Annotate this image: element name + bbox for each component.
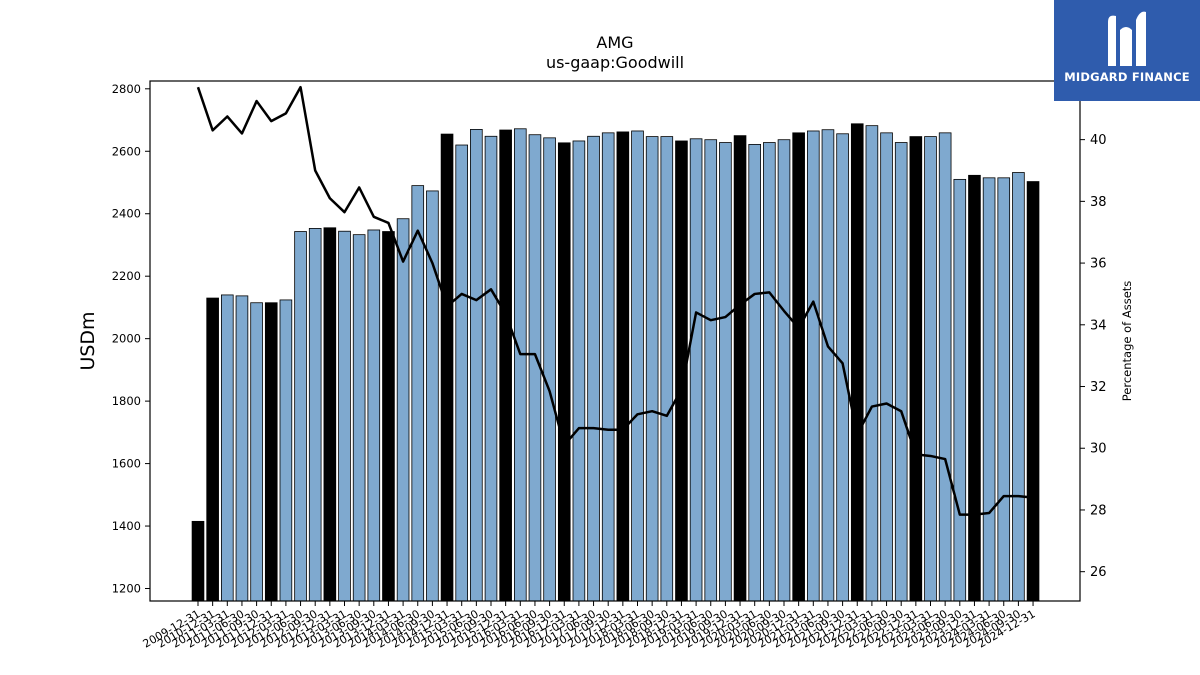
- bar-2022-03-31: [865, 125, 879, 602]
- bar-2023-03-31: [924, 136, 937, 602]
- y-tick-label: 2200: [112, 269, 141, 283]
- y-tick-label: 1200: [112, 582, 141, 596]
- right-axis-ticks: 26 28 30 32 34 36 38 40: [1080, 133, 1107, 580]
- bar-2014-03-31: [396, 218, 410, 602]
- bar-2015-03-31: [455, 144, 468, 602]
- bar-2017-06-30: [587, 135, 600, 602]
- bar-2024-03-31: [982, 177, 996, 602]
- bar-2013-09-30: [367, 229, 381, 602]
- chart-title: AMG: [596, 33, 633, 52]
- bar-2021-06-30: [821, 129, 835, 602]
- bar-2013-03-31: [338, 230, 351, 602]
- y2-tick-label: 40: [1090, 133, 1107, 148]
- left-axis-ticks: 1200 1400 1600 1800 2000 2200 2400 2600 2800: [112, 82, 150, 596]
- bar-2018-06-30: [645, 136, 659, 602]
- bar-2012-06-30: [294, 231, 307, 602]
- y2-tick-label: 32: [1090, 380, 1107, 395]
- bar-2022-06-30: [880, 132, 893, 602]
- y2-tick-label: 30: [1090, 442, 1107, 457]
- bar-2015-06-30: [470, 129, 483, 602]
- bar-2020-06-30: [763, 142, 776, 602]
- bar-2016-03-31: [514, 128, 527, 602]
- bar-2022-09-30: [894, 142, 908, 602]
- y-axis-label: USDm: [77, 311, 99, 370]
- bar-2009-12-31: [191, 520, 205, 602]
- bar-2010-12-31: [206, 297, 219, 602]
- bar-2012-09-30: [308, 228, 322, 602]
- bar-2019-12-31: [733, 135, 747, 602]
- bar-2018-09-30: [660, 136, 674, 602]
- bar-2014-12-31: [440, 133, 454, 602]
- bar-2019-06-30: [704, 139, 718, 602]
- bar-2012-12-31: [323, 227, 337, 602]
- bar-2024-06-30: [997, 177, 1011, 602]
- bar-2014-06-30: [411, 185, 425, 602]
- logo-mark-icon: [1108, 11, 1146, 66]
- y2-tick-label: 36: [1090, 257, 1107, 272]
- brand-logo: MIDGARD FINANCE: [1054, 0, 1200, 101]
- bar-2017-12-31: [616, 131, 630, 602]
- y-tick-label: 2400: [112, 207, 141, 221]
- bar-2021-12-31: [850, 123, 864, 602]
- bar-2023-09-30: [953, 178, 967, 602]
- bar-2018-03-31: [631, 130, 644, 602]
- bar-2012-03-31: [279, 299, 293, 602]
- percentage-of-assets-line: [196, 85, 1034, 516]
- chart-subtitle: us-gaap:Goodwill: [546, 53, 684, 72]
- bar-2016-12-31: [557, 142, 571, 602]
- bar-series: [191, 123, 1040, 602]
- x-axis-ticks: 2009-12-312010-12-312011-03-312011-06-30…: [141, 601, 1038, 651]
- bar-2020-12-31: [792, 132, 805, 602]
- y-tick-label: 2800: [112, 82, 141, 96]
- bar-2020-03-31: [748, 143, 761, 602]
- bar-2016-09-30: [543, 137, 556, 602]
- bar-2015-09-30: [484, 135, 498, 602]
- bar-2013-12-31: [382, 231, 395, 602]
- y-tick-label: 2600: [112, 144, 141, 158]
- bar-2024-09-30: [1012, 172, 1025, 602]
- y-tick-label: 1800: [112, 394, 141, 408]
- bar-2023-12-31: [968, 174, 981, 602]
- bar-2023-06-30: [938, 132, 952, 602]
- bar-2011-06-30: [235, 295, 249, 602]
- y2-tick-label: 28: [1090, 503, 1107, 518]
- bar-2011-09-30: [250, 302, 263, 602]
- y-tick-label: 2000: [112, 332, 141, 346]
- bar-2024-12-31: [1026, 181, 1040, 602]
- y2-tick-label: 34: [1090, 318, 1107, 333]
- bar-2019-09-30: [719, 142, 732, 602]
- y2-tick-label: 38: [1090, 195, 1107, 210]
- y2-axis-label: Percentage of Assets: [1120, 281, 1134, 402]
- y2-tick-label: 26: [1090, 565, 1107, 580]
- bar-2011-03-31: [220, 294, 234, 602]
- brand-name: MIDGARD FINANCE: [1064, 70, 1190, 84]
- bar-2017-09-30: [601, 132, 615, 602]
- bar-2021-03-31: [807, 130, 820, 602]
- bar-2015-12-31: [499, 129, 512, 602]
- bar-2020-09-30: [777, 139, 791, 602]
- bar-2017-03-31: [572, 140, 586, 602]
- bar-2013-06-30: [352, 234, 366, 602]
- plot-frame: [149, 80, 1081, 602]
- y-tick-label: 1400: [112, 519, 141, 533]
- y-tick-label: 1600: [112, 457, 141, 471]
- bar-2022-12-31: [909, 136, 923, 602]
- bar-2019-03-31: [689, 138, 703, 602]
- bar-2011-12-31: [264, 302, 278, 602]
